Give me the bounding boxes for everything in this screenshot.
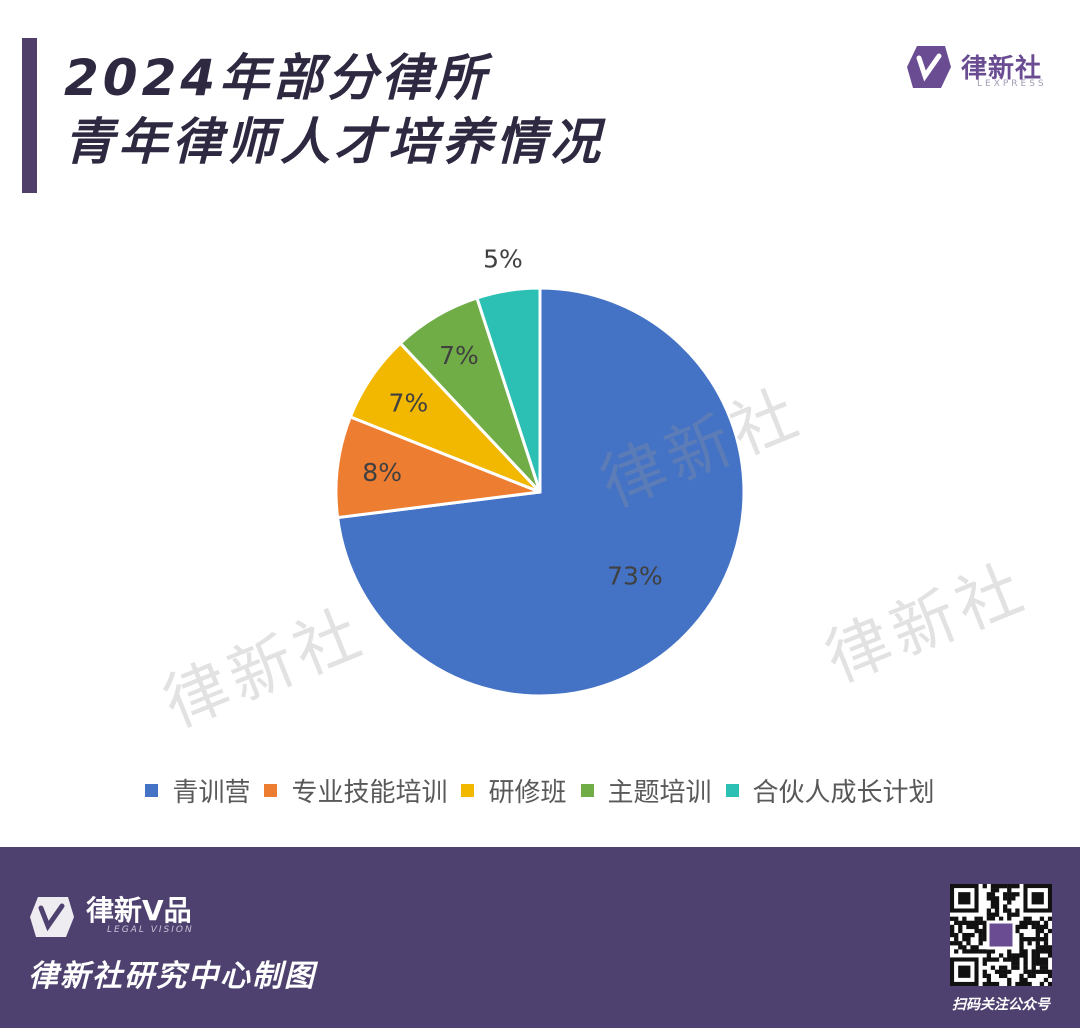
footer-brand-name: 律新V品 [86, 894, 192, 927]
footer-credit: 律新社研究中心制图 [28, 959, 316, 994]
pie-label-3: 7% [389, 389, 429, 418]
title-line-1: 2024年部分律所 [64, 49, 490, 107]
legend-label-5: 合伙人成长计划 [752, 778, 935, 808]
legend-item-4: 主题培训 [580, 772, 712, 809]
legend-label-3: 研修班 [488, 778, 567, 808]
legend-swatch-1 [145, 784, 159, 797]
pie-slice-2 [334, 414, 541, 520]
pie-label-5: 5% [483, 244, 523, 273]
legend-swatch-3 [461, 784, 475, 797]
legend-swatch-5 [725, 784, 739, 797]
brand-logo-top: 律新社 LEXPRESS [905, 44, 1055, 94]
title-accent-bar [22, 38, 37, 193]
pie-label-1: 73% [607, 562, 663, 591]
legend-item-3: 研修班 [461, 772, 567, 809]
qr-caption: 扫码关注公众号 [952, 997, 1050, 1013]
lexpress-logo-icon [907, 46, 951, 88]
legend-item-1: 青训营 [145, 772, 250, 809]
chart-legend: 青训营 专业技能培训 研修班 主题培训 合伙人成长计划 [0, 772, 1080, 809]
legal-vision-logo-icon [30, 897, 74, 937]
qr-code-icon[interactable] [950, 884, 1052, 986]
legend-label-4: 主题培训 [607, 778, 712, 808]
brand-subtitle: LEXPRESS [977, 79, 1047, 89]
brand-name: 律新社 [961, 54, 1043, 84]
legend-swatch-2 [264, 784, 278, 797]
legend-item-2: 专业技能培训 [264, 772, 447, 809]
legend-label-2: 专业技能培训 [291, 778, 448, 808]
footer: 律新V品 LEGAL VISION 律新社研究中心制图 扫码关注公众号 [0, 847, 1080, 1028]
legend-item-5: 合伙人成长计划 [725, 772, 935, 809]
footer-brand-subtitle: LEGAL VISION [107, 925, 194, 935]
pie-label-2: 8% [362, 458, 402, 487]
page-title: 2024年部分律所 青年律师人才培养情况 [64, 46, 604, 174]
pie-label-4: 7% [439, 341, 479, 370]
title-line-2: 青年律师人才培养情况 [64, 113, 604, 171]
legend-swatch-4 [580, 784, 594, 797]
legend-label-1: 青训营 [172, 778, 251, 808]
pie-chart: 73% 8% 7% 7% 5% [334, 244, 746, 698]
pie-slice-5 [475, 286, 542, 493]
